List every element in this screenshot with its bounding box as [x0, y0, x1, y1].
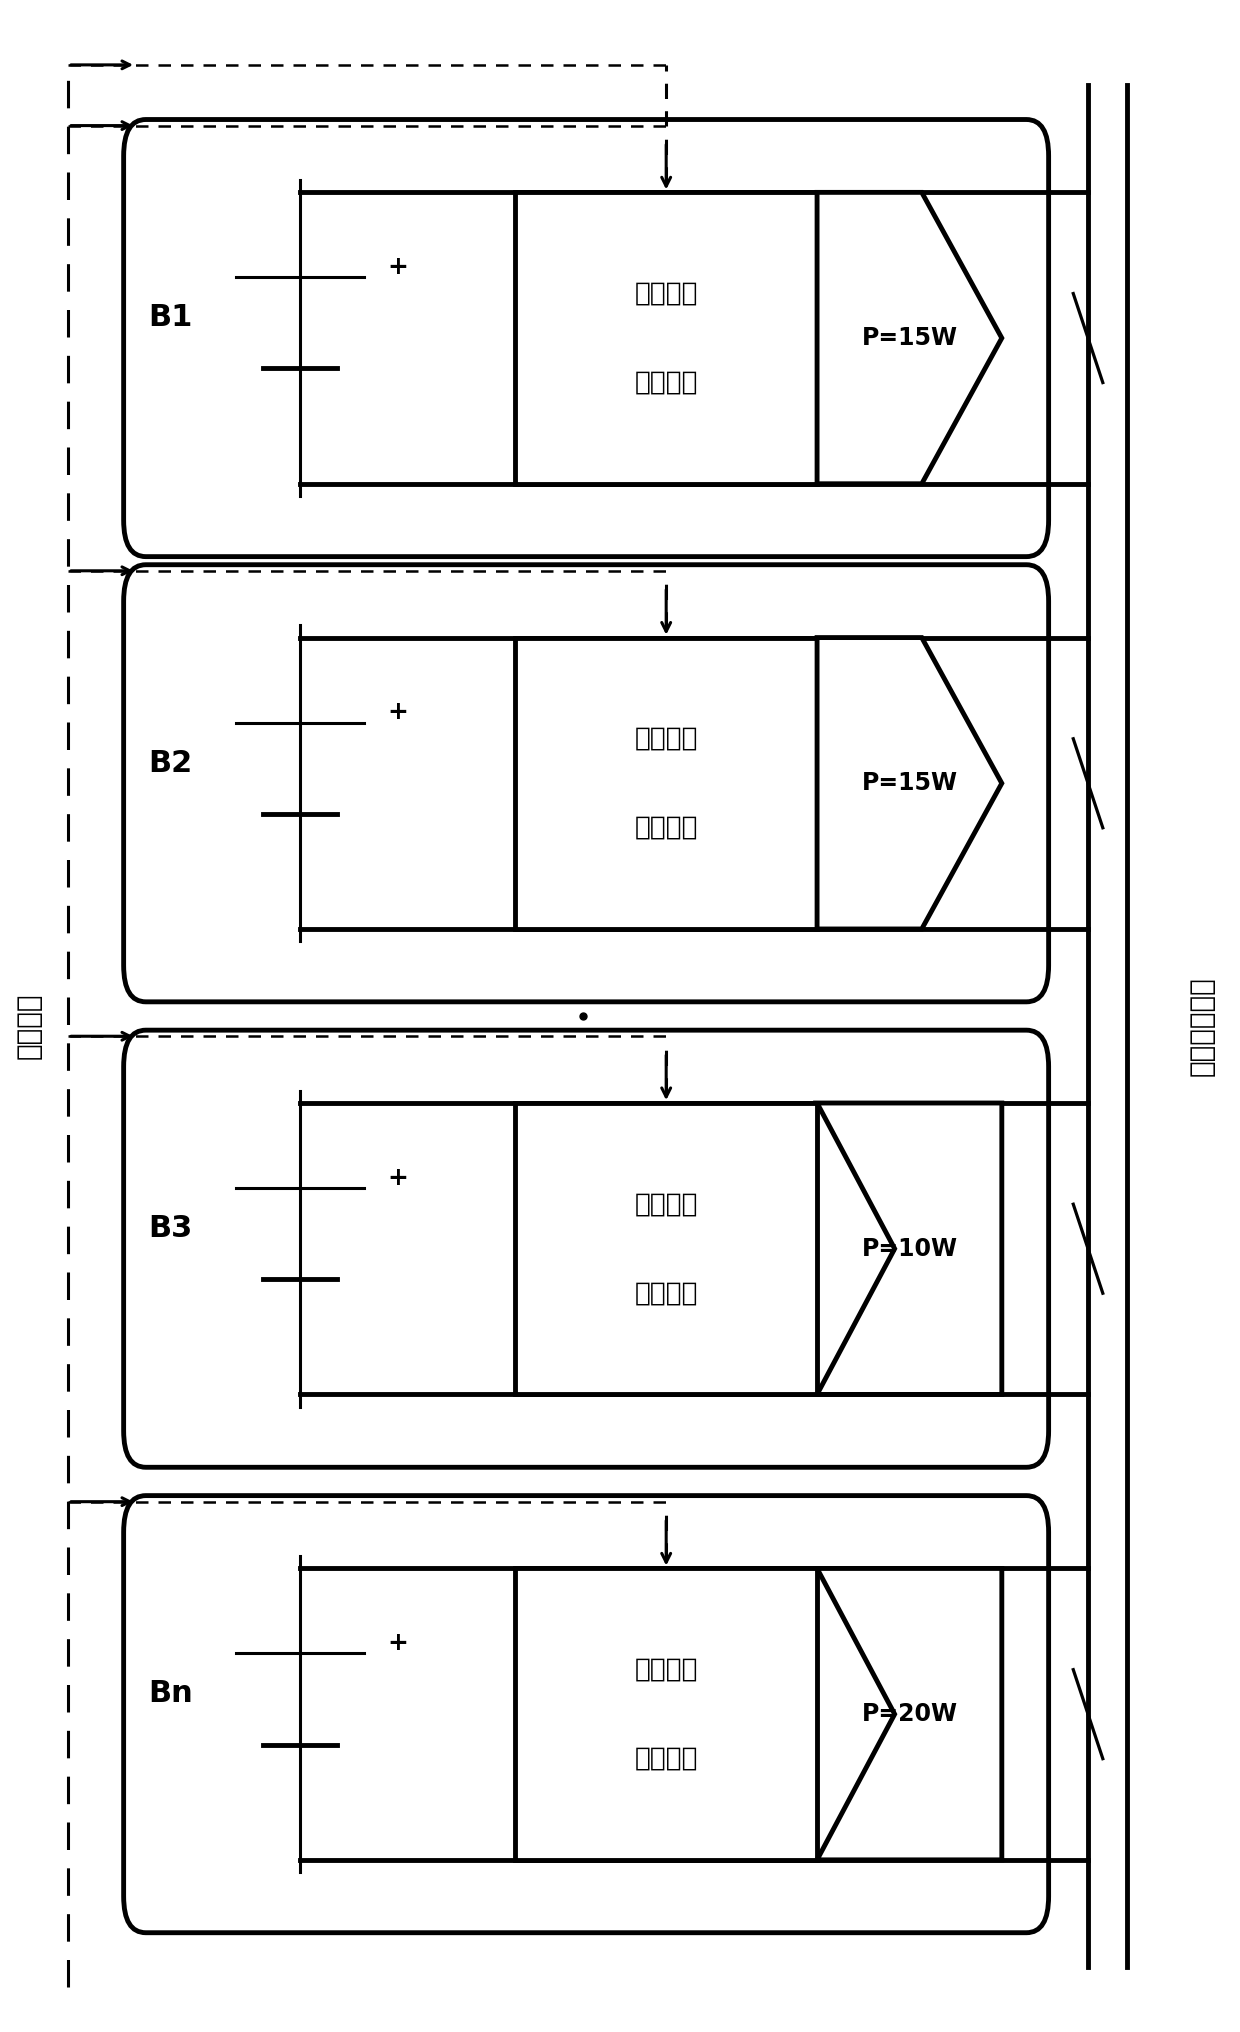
Text: 控制器及: 控制器及 — [635, 280, 698, 307]
Text: P=20W: P=20W — [862, 1703, 957, 1725]
Text: 控制器及: 控制器及 — [635, 1656, 698, 1682]
Text: +: + — [388, 1166, 409, 1191]
Bar — [516, 1103, 817, 1394]
Text: B2: B2 — [149, 748, 192, 778]
Bar — [516, 1569, 817, 1859]
Polygon shape — [817, 1569, 1002, 1859]
Text: Bn: Bn — [148, 1678, 192, 1709]
FancyBboxPatch shape — [124, 1496, 1049, 1932]
Polygon shape — [817, 193, 1002, 484]
Polygon shape — [817, 1103, 1002, 1394]
Bar — [516, 638, 817, 929]
Text: 控制器及: 控制器及 — [635, 1191, 698, 1217]
Text: B3: B3 — [149, 1213, 192, 1244]
Text: 能量传递总线: 能量传递总线 — [1188, 975, 1215, 1077]
FancyBboxPatch shape — [124, 565, 1049, 1002]
Text: +: + — [388, 1632, 409, 1656]
Text: 控制器及: 控制器及 — [635, 725, 698, 752]
Text: +: + — [388, 256, 409, 278]
Text: +: + — [388, 701, 409, 725]
Text: 均衡电路: 均衡电路 — [635, 1745, 698, 1772]
Text: 均衡电路: 均衡电路 — [635, 1280, 698, 1307]
Text: 数据总线: 数据总线 — [15, 994, 43, 1059]
Text: 均衡电路: 均衡电路 — [635, 370, 698, 396]
Text: P=15W: P=15W — [862, 325, 957, 350]
Text: B1: B1 — [149, 303, 192, 333]
Text: 均衡电路: 均衡电路 — [635, 815, 698, 841]
Polygon shape — [817, 638, 1002, 929]
Bar — [516, 193, 817, 484]
FancyBboxPatch shape — [124, 1030, 1049, 1467]
Text: P=15W: P=15W — [862, 772, 957, 795]
Text: P=10W: P=10W — [862, 1237, 957, 1260]
FancyBboxPatch shape — [124, 120, 1049, 557]
